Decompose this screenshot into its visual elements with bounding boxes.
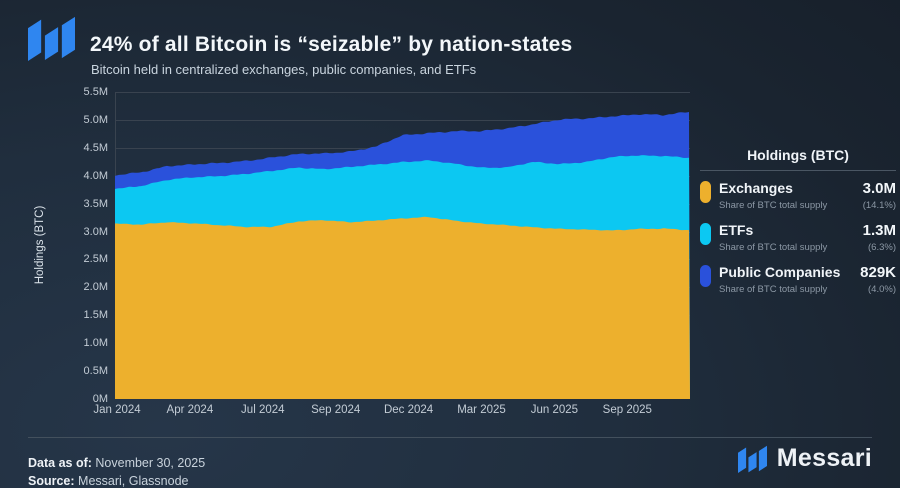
legend-divider bbox=[700, 170, 896, 171]
y-axis-label: Holdings (BTC) bbox=[34, 205, 46, 285]
area-series-exchanges bbox=[115, 216, 690, 399]
legend-value: 3.0M bbox=[862, 180, 896, 197]
data-as-of-value: November 30, 2025 bbox=[95, 455, 206, 470]
legend-title: Holdings (BTC) bbox=[747, 147, 849, 163]
data-as-of: Data as of: November 30, 2025 bbox=[28, 456, 205, 470]
y-tick-label: 2.0M bbox=[83, 281, 108, 294]
legend-item-exchanges: Exchanges Share of BTC total supply 3.0M (1… bbox=[700, 180, 896, 211]
page-title: 24% of all Bitcoin is “seizable” by nati… bbox=[90, 33, 573, 57]
x-tick-label: Apr 2024 bbox=[166, 404, 214, 416]
y-tick-label: 0M bbox=[92, 393, 108, 405]
legend-label: Exchanges bbox=[719, 180, 793, 196]
x-tick-label: Mar 2025 bbox=[457, 404, 506, 416]
brand-lockup: Messari bbox=[737, 444, 872, 473]
legend-value: 829K bbox=[860, 264, 896, 281]
source: Source: Messari, Glassnode bbox=[28, 474, 189, 488]
legend-sublabel: Share of BTC total supply bbox=[719, 200, 828, 211]
source-label: Source: bbox=[28, 473, 75, 488]
legend-label: Public Companies bbox=[719, 264, 841, 280]
legend-share: (14.1%) bbox=[862, 200, 896, 211]
x-tick-label: Jul 2024 bbox=[241, 404, 285, 416]
brand-wordmark: Messari bbox=[776, 444, 872, 472]
legend-share: (6.3%) bbox=[868, 242, 896, 253]
source-value: Messari, Glassnode bbox=[78, 473, 189, 488]
legend-sublabel: Share of BTC total supply bbox=[719, 242, 828, 253]
y-tick-label: 4.0M bbox=[83, 169, 108, 182]
y-tick-label: 1.0M bbox=[83, 337, 108, 350]
x-tick-label: Jan 2024 bbox=[93, 404, 141, 416]
y-tick-label: 3.0M bbox=[83, 225, 108, 238]
y-tick-label: 0.5M bbox=[83, 365, 108, 378]
y-tick-label: 3.5M bbox=[83, 197, 108, 210]
chart-legend: Holdings (BTC) Exchanges Share of BTC tot… bbox=[700, 147, 896, 306]
y-tick-label: 5.0M bbox=[83, 113, 108, 126]
y-tick-label: 4.5M bbox=[83, 141, 108, 154]
legend-value: 1.3M bbox=[862, 222, 896, 239]
legend-swatch-etfs bbox=[700, 223, 711, 245]
page-subtitle: Bitcoin held in centralized exchanges, p… bbox=[91, 62, 477, 77]
y-tick-label: 1.5M bbox=[83, 309, 108, 322]
footer-divider bbox=[28, 437, 872, 438]
legend-label: ETFs bbox=[719, 222, 754, 238]
legend-swatch-exchanges bbox=[700, 181, 711, 203]
data-as-of-label: Data as of: bbox=[28, 455, 92, 470]
messari-logo-icon bbox=[737, 445, 767, 473]
legend-swatch-public-companies bbox=[700, 265, 711, 287]
x-tick-label: Sep 2024 bbox=[311, 404, 361, 416]
legend-item-public-companies: Public Companies Share of BTC total suppl… bbox=[700, 264, 896, 295]
legend-item-etfs: ETFs Share of BTC total supply 1.3M (6.3%) bbox=[700, 222, 896, 253]
y-tick-label: 5.5M bbox=[83, 86, 108, 98]
legend-share: (4.0%) bbox=[868, 284, 896, 295]
y-tick-label: 2.5M bbox=[83, 253, 108, 266]
messari-logo-icon bbox=[28, 16, 75, 61]
x-tick-label: Jun 2025 bbox=[530, 404, 579, 416]
x-tick-label: Dec 2024 bbox=[383, 404, 434, 416]
x-tick-label: Sep 2025 bbox=[602, 404, 652, 416]
stacked-area-chart bbox=[115, 92, 690, 399]
legend-sublabel: Share of BTC total supply bbox=[719, 284, 828, 295]
